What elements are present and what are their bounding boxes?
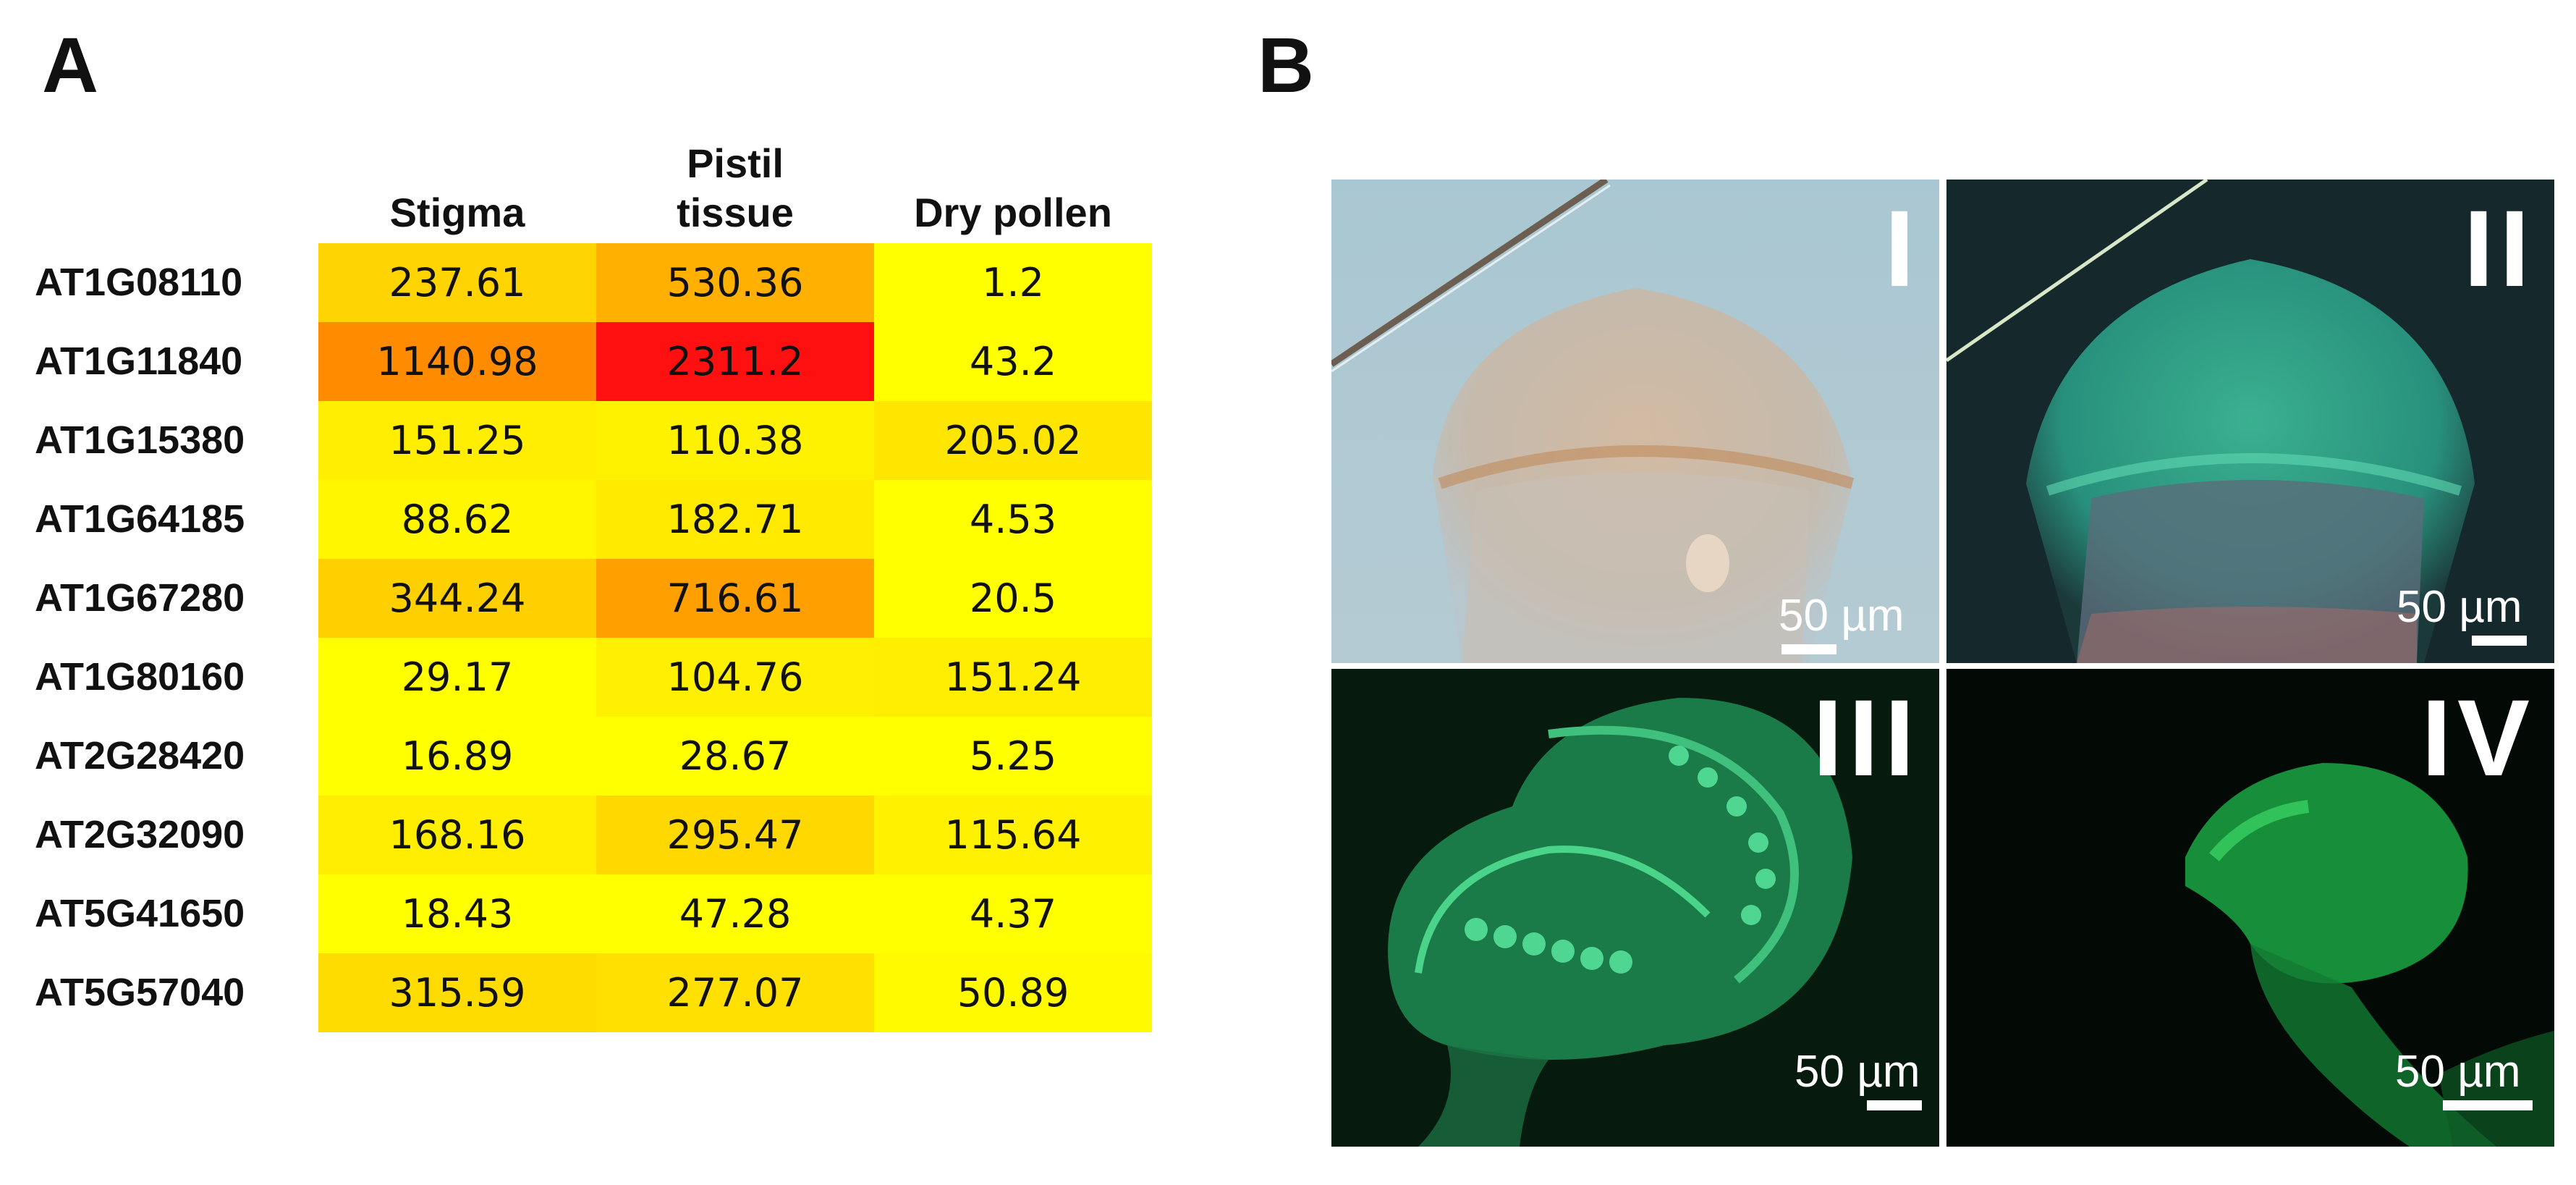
gene-label: AT1G15380 <box>35 418 245 462</box>
scale-bar-iv <box>2443 1100 2533 1110</box>
column-header: Dry pollen <box>914 190 1112 235</box>
heatmap-cell: 43.2 <box>874 322 1152 401</box>
heatmap-cell: 182.71 <box>596 480 874 559</box>
gene-label: AT2G28420 <box>35 734 245 777</box>
ovule-dark-image <box>1946 669 2554 1147</box>
heatmap-cell: 16.89 <box>318 717 596 796</box>
heatmap-cell: 1.2 <box>874 243 1152 322</box>
image-label-i: I <box>1884 187 1920 309</box>
heatmap-cell: 151.25 <box>318 401 596 480</box>
gene-label: AT1G11840 <box>35 340 243 383</box>
heatmap-cell: 237.61 <box>318 243 596 322</box>
heatmap-cell: 28.67 <box>596 717 874 796</box>
gene-label: AT1G80160 <box>35 655 245 699</box>
micrograph-stigma-brightfield: I 50 µm <box>1331 180 1939 663</box>
heatmap-cell: 151.24 <box>874 638 1152 717</box>
gene-label: AT5G41650 <box>35 892 245 935</box>
heatmap-cell: 1140.98 <box>318 322 596 401</box>
heatmap-cell: 277.07 <box>596 953 874 1032</box>
scale-label-iii: 50 µm <box>1795 1047 1920 1097</box>
heatmap-cell: 47.28 <box>596 874 874 953</box>
column-header: Pistil tissue <box>677 140 794 235</box>
stigma-brightfield-image <box>1331 180 1939 663</box>
micrograph-ovule-dark: IV 50 µm <box>1946 669 2554 1147</box>
image-label-ii: II <box>2463 187 2535 309</box>
gene-label: AT1G08110 <box>35 261 243 304</box>
ovule-green-image <box>1331 669 1939 1147</box>
heatmap-cell: 4.37 <box>874 874 1152 953</box>
gene-label: AT5G57040 <box>35 971 245 1014</box>
panel-a-letter: A <box>42 21 98 109</box>
gene-label: AT2G32090 <box>35 813 245 856</box>
heatmap-cell: 29.17 <box>318 638 596 717</box>
heatmap-cell: 205.02 <box>874 401 1152 480</box>
gene-label: AT1G64185 <box>35 497 245 541</box>
heatmap-cell: 344.24 <box>318 559 596 638</box>
heatmap-cell: 50.89 <box>874 953 1152 1032</box>
heatmap-cell: 18.43 <box>318 874 596 953</box>
heatmap-cell: 110.38 <box>596 401 874 480</box>
scale-bar-i <box>1781 644 1836 654</box>
scale-bar-ii <box>2472 636 2527 646</box>
heatmap-cell: 104.76 <box>596 638 874 717</box>
heatmap-cell: 115.64 <box>874 796 1152 874</box>
column-header: Stigma <box>389 190 525 235</box>
image-label-iv: IV <box>2421 677 2535 798</box>
heatmap-cell: 530.36 <box>596 243 874 322</box>
scale-label-ii: 50 µm <box>2397 582 2522 632</box>
image-label-iii: III <box>1812 677 1920 798</box>
heatmap-cell: 2311.2 <box>596 322 874 401</box>
micrograph-stigma-fluorescence: II 50 µm <box>1946 180 2554 663</box>
scale-bar-iii <box>1867 1100 1922 1110</box>
panel-b-letter: B <box>1258 21 1314 109</box>
heatmap-cell: 20.5 <box>874 559 1152 638</box>
gene-label: AT1G67280 <box>35 576 245 620</box>
scale-label-i: 50 µm <box>1779 591 1905 641</box>
stigma-fluorescence-image <box>1946 180 2554 663</box>
heatmap-cell: 295.47 <box>596 796 874 874</box>
heatmap-cell: 5.25 <box>874 717 1152 796</box>
heatmap-cell: 88.62 <box>318 480 596 559</box>
micrograph-ovule-green: III 50 µm <box>1331 669 1939 1147</box>
scale-label-iv: 50 µm <box>2395 1047 2521 1097</box>
heatmap-cell: 4.53 <box>874 480 1152 559</box>
heatmap-cell: 168.16 <box>318 796 596 874</box>
heatmap-cell: 716.61 <box>596 559 874 638</box>
heatmap-cell: 315.59 <box>318 953 596 1032</box>
